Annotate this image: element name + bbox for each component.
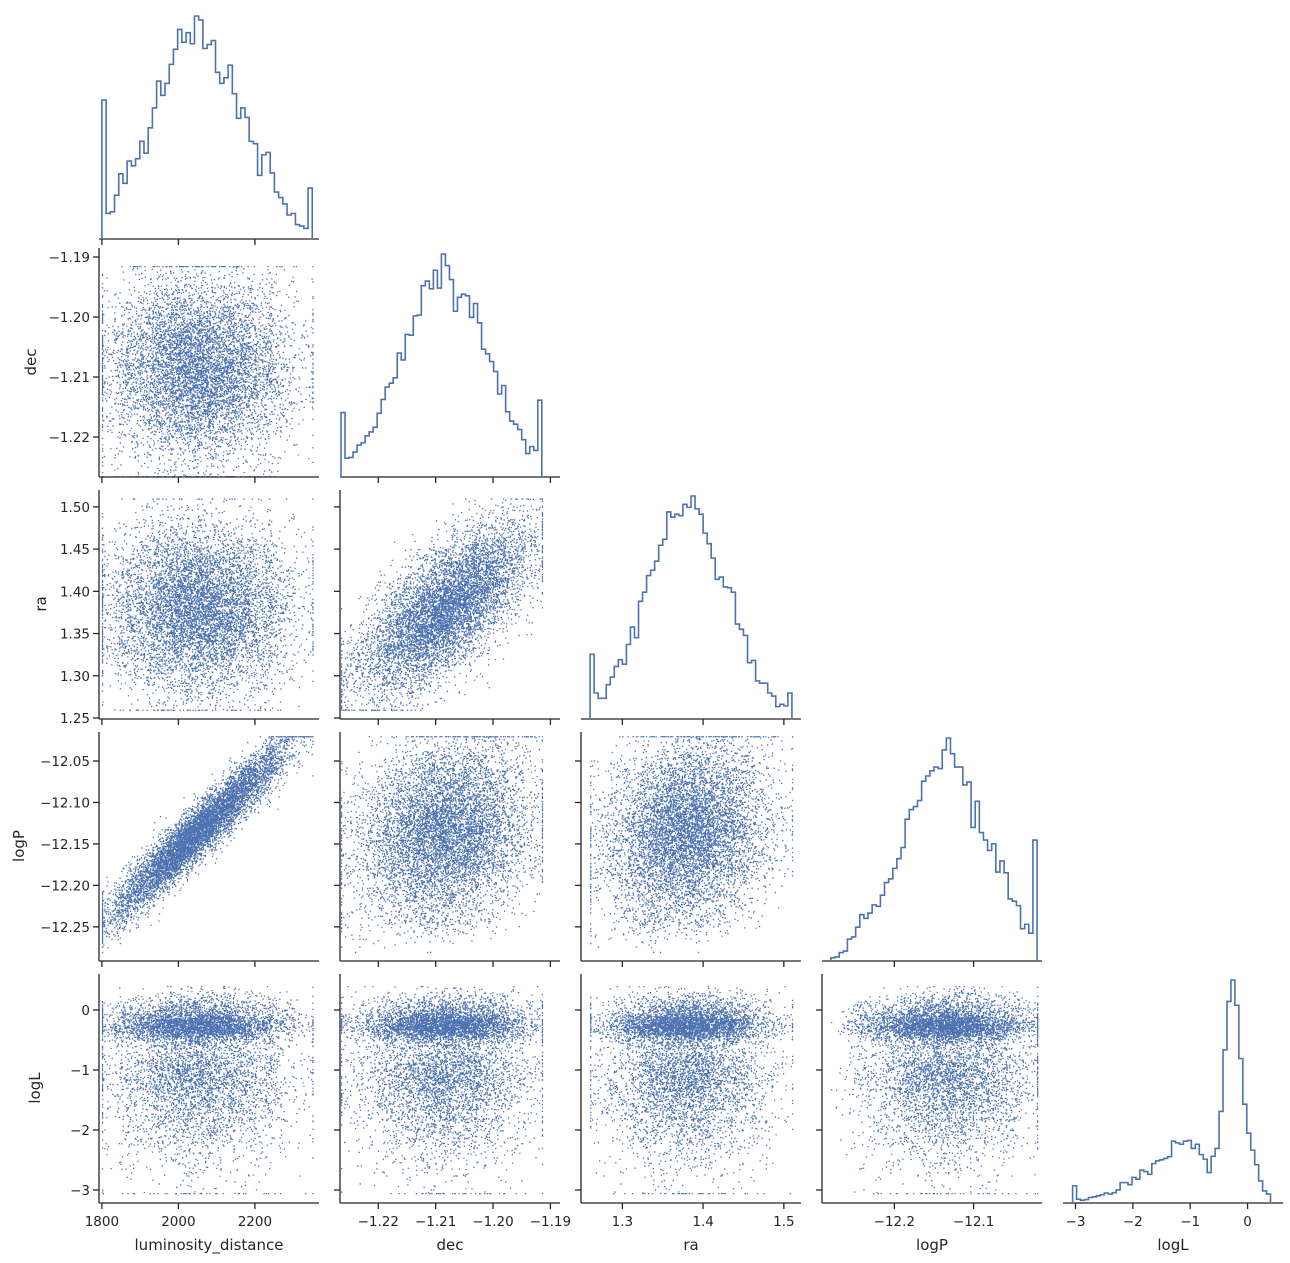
x-tick-label: 2200 xyxy=(238,1214,272,1230)
y-tick-label: 1.45 xyxy=(60,542,90,558)
point-cloud xyxy=(830,986,1039,1195)
scatter-points-logL-vs-luminosity_distance xyxy=(101,986,314,1195)
panel-ra-vs-luminosity_distance: 1.25 1.30 1.35 1.40 1.45 1.50 xyxy=(60,490,319,727)
point-cloud xyxy=(101,736,314,953)
panel-luminosity_distance-vs-luminosity_distance xyxy=(99,15,319,245)
point-cloud xyxy=(341,736,544,953)
y-tick-label: −12.25 xyxy=(40,920,90,936)
y-axis-label-ra: ra xyxy=(32,596,50,611)
y-tick-label: −2 xyxy=(70,1123,90,1139)
panel-logP-vs-logP xyxy=(822,737,1042,967)
y-tick-label: 1.50 xyxy=(60,500,90,516)
panel-logP-vs-luminosity_distance: −12.25 −12.20 −12.15 −12.10 −12.05 xyxy=(40,732,319,967)
y-tick-label: 1.40 xyxy=(60,584,90,600)
scatter-points-logL-vs-ra xyxy=(590,986,794,1195)
y-tick-label: −1 xyxy=(70,1063,90,1079)
point-cloud xyxy=(101,266,314,478)
x-axis-label-logP: logP xyxy=(916,1236,948,1254)
histogram-logL xyxy=(1071,979,1272,1202)
y-tick-label: −12.20 xyxy=(40,878,90,894)
panel-ra-vs-dec xyxy=(334,490,560,725)
y-axis-label-logL: logL xyxy=(26,1072,44,1104)
y-tick-label: 1.35 xyxy=(60,627,90,643)
x-axis-label-luminosity_distance: luminosity_distance xyxy=(135,1236,284,1255)
point-cloud xyxy=(341,986,544,1195)
panel-logP-vs-dec xyxy=(334,732,560,967)
scatter-points-logP-vs-luminosity_distance xyxy=(101,736,314,953)
x-axis-label-logL: logL xyxy=(1157,1236,1189,1254)
x-axis-label-dec: dec xyxy=(437,1236,464,1254)
x-tick-label: −3 xyxy=(1066,1214,1086,1230)
panel-logL-vs-luminosity_distance: 1800 2000 2200 −3 −2 −1 0 xyxy=(70,974,319,1230)
point-cloud xyxy=(101,986,314,1195)
x-tick-label: 1.3 xyxy=(612,1214,633,1230)
histogram-ra xyxy=(589,495,793,718)
scatter-points-ra-vs-luminosity_distance xyxy=(101,498,314,711)
y-tick-label: −12.05 xyxy=(40,754,90,770)
scatter-points-logL-vs-dec xyxy=(341,986,544,1195)
panel-logL-vs-logL: −3 −2 −1 0 xyxy=(1063,979,1283,1230)
y-axis-label-dec: dec xyxy=(22,349,40,376)
y-tick-label: −1.19 xyxy=(49,250,90,266)
panel-logL-vs-logP: −12.2 −12.1 xyxy=(816,974,1042,1230)
point-cloud xyxy=(101,498,314,711)
y-axis-label-logP: logP xyxy=(10,830,28,862)
point-cloud xyxy=(590,986,794,1195)
x-tick-label: 1.4 xyxy=(692,1214,713,1230)
x-tick-label: 2000 xyxy=(161,1214,195,1230)
scatter-points-logL-vs-logP xyxy=(830,986,1039,1195)
x-tick-label: −12.1 xyxy=(953,1214,994,1230)
panel-ra-vs-ra xyxy=(581,495,801,725)
y-tick-label: 1.30 xyxy=(60,669,90,685)
panel-dec-vs-luminosity_distance: −1.22 −1.21 −1.20 −1.19 xyxy=(49,248,319,483)
x-tick-label: −1.19 xyxy=(530,1214,571,1230)
x-tick-label: −1.21 xyxy=(415,1214,456,1230)
y-tick-label: −12.15 xyxy=(40,837,90,853)
x-tick-label: −2 xyxy=(1123,1214,1143,1230)
y-tick-label: −3 xyxy=(70,1183,90,1199)
x-tick-label: 0 xyxy=(1243,1214,1252,1230)
y-tick-label: 1.25 xyxy=(60,711,90,727)
x-tick-label: 1800 xyxy=(85,1214,119,1230)
y-tick-label: −12.10 xyxy=(40,795,90,811)
scatter-points-logP-vs-dec xyxy=(341,736,544,953)
y-tick-label: −1.22 xyxy=(49,430,90,446)
y-tick-label: −1.21 xyxy=(49,370,90,386)
scatter-points-dec-vs-luminosity_distance xyxy=(101,266,314,478)
y-tick-label: −1.20 xyxy=(49,310,90,326)
x-tick-label: −1.22 xyxy=(358,1214,399,1230)
histogram-dec xyxy=(340,253,543,476)
histogram-logP xyxy=(830,737,1038,960)
x-tick-label: −12.2 xyxy=(874,1214,915,1230)
x-tick-label: −1.20 xyxy=(472,1214,513,1230)
panel-logL-vs-dec: −1.22 −1.21 −1.20 −1.19 xyxy=(334,974,571,1230)
point-cloud xyxy=(590,736,794,953)
x-tick-label: −1 xyxy=(1180,1214,1200,1230)
panel-dec-vs-dec xyxy=(340,253,560,483)
panel-logL-vs-ra: 1.3 1.4 1.5 xyxy=(575,974,801,1230)
histogram-luminosity_distance xyxy=(101,15,314,238)
x-tick-label: 1.5 xyxy=(773,1214,794,1230)
panel-logP-vs-ra xyxy=(575,732,801,967)
point-cloud xyxy=(341,498,544,711)
y-tick-label: 0 xyxy=(81,1003,90,1019)
scatter-points-logP-vs-ra xyxy=(590,736,794,953)
scatter-points-ra-vs-dec xyxy=(341,498,544,711)
x-axis-label-ra: ra xyxy=(683,1236,698,1254)
